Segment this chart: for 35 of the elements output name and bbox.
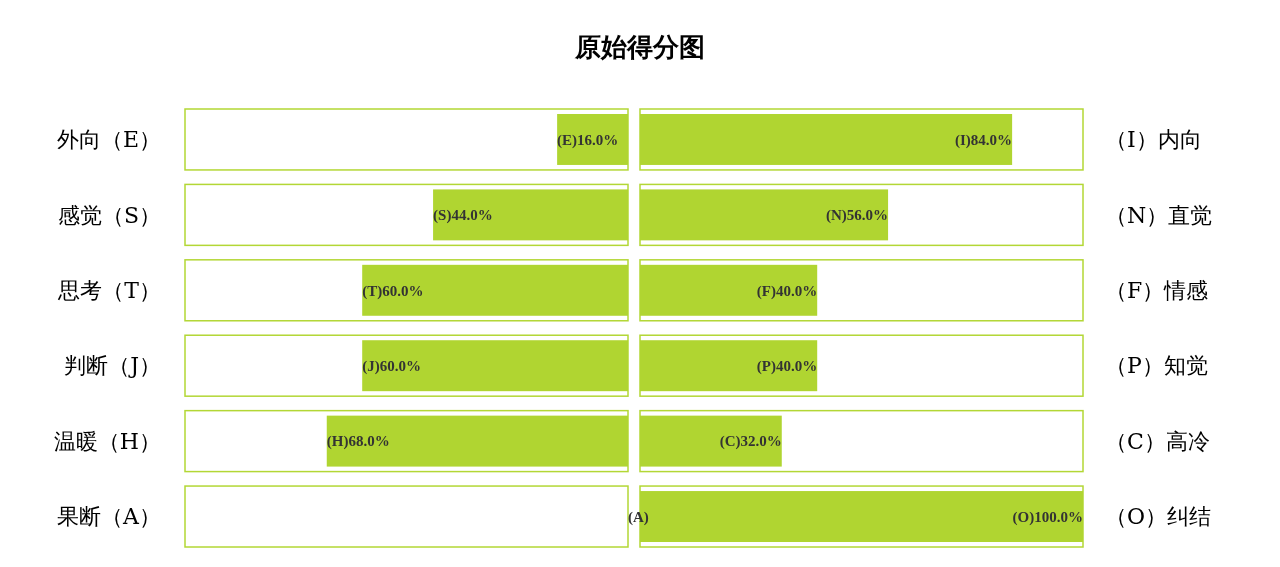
chart-title: 原始得分图 bbox=[574, 32, 705, 62]
bar bbox=[184, 409, 629, 473]
y-tick-label: 外向（E） bbox=[56, 127, 161, 153]
bar bbox=[639, 259, 1084, 322]
data-label: (P)40.0% bbox=[756, 357, 818, 375]
y-tick-label: （I）内向 bbox=[1105, 127, 1202, 153]
data-label: (E)16.0% bbox=[557, 131, 619, 149]
bar bbox=[184, 485, 629, 548]
y-tick-label: （C）高冷 bbox=[1105, 428, 1210, 454]
data-label: (S)44.0% bbox=[433, 207, 493, 225]
bar bbox=[639, 334, 1084, 397]
data-label: (T)60.0% bbox=[362, 282, 424, 300]
data-label: (O)100.0% bbox=[1012, 508, 1083, 526]
data-label: (I)84.0% bbox=[955, 131, 1013, 149]
bar bbox=[184, 108, 629, 171]
y-tick-label: 果断（A） bbox=[57, 504, 161, 530]
y-tick-label: 判断（J） bbox=[64, 353, 161, 379]
y-tick-label: 思考（T） bbox=[57, 277, 161, 303]
bar bbox=[639, 183, 1084, 247]
data-label: (H)68.0% bbox=[326, 433, 390, 451]
y-tick-label: 感觉（S） bbox=[57, 202, 161, 228]
bar bbox=[184, 334, 629, 397]
data-label: (J)60.0% bbox=[362, 357, 421, 375]
data-label: (N)56.0% bbox=[826, 207, 889, 225]
bar bbox=[639, 108, 1084, 171]
y-tick-label: （F）情感 bbox=[1105, 277, 1209, 303]
y-tick-label: （O）纠结 bbox=[1105, 504, 1212, 530]
bar bbox=[184, 183, 629, 247]
y-tick-label: 温暖（H） bbox=[53, 428, 161, 454]
y-tick-label: （P）知觉 bbox=[1105, 353, 1208, 379]
y-tick-label: （N）直觉 bbox=[1105, 202, 1213, 228]
bar bbox=[639, 409, 1084, 473]
bar bbox=[184, 259, 629, 322]
data-label: (C)32.0% bbox=[719, 433, 782, 451]
data-label: (F)40.0% bbox=[756, 282, 818, 300]
